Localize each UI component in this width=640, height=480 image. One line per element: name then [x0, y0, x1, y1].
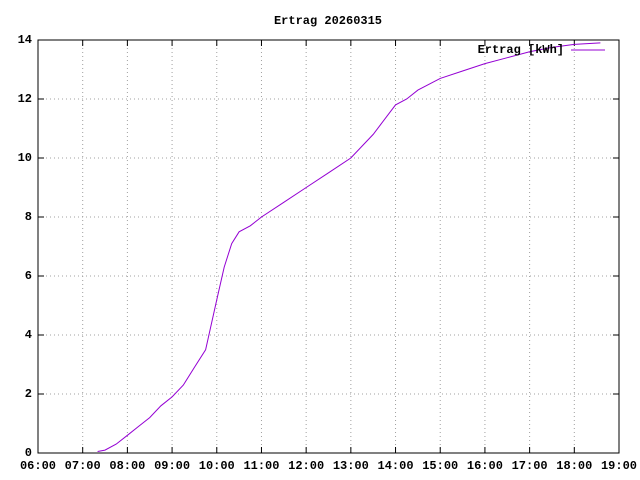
chart-title: Ertrag 20260315	[274, 14, 382, 28]
x-tick-label: 12:00	[288, 459, 324, 473]
y-tick-label: 2	[25, 387, 32, 401]
x-tick-label: 10:00	[199, 459, 235, 473]
y-tick-label: 4	[25, 328, 32, 342]
y-tick-label: 14	[18, 33, 32, 47]
x-tick-label: 11:00	[243, 459, 279, 473]
plot-frame	[37, 39, 620, 454]
x-tick-label: 15:00	[422, 459, 458, 473]
y-tick-label: 10	[18, 151, 32, 165]
y-tick-label: 12	[18, 92, 32, 106]
legend-label: Ertrag [kWh]	[478, 43, 564, 57]
x-tick-label: 06:00	[20, 459, 56, 473]
x-tick-label: 09:00	[154, 459, 190, 473]
y-tick-label: 8	[25, 210, 32, 224]
x-tick-label: 18:00	[556, 459, 592, 473]
series-line	[97, 42, 601, 452]
x-tick-label: 16:00	[467, 459, 503, 473]
y-tick-label: 0	[25, 446, 32, 460]
x-tick-label: 13:00	[333, 459, 369, 473]
x-tick-label: 07:00	[65, 459, 101, 473]
y-tick-label: 6	[25, 269, 32, 283]
x-tick-label: 17:00	[512, 459, 548, 473]
x-tick-label: 19:00	[601, 459, 637, 473]
x-tick-label: 14:00	[378, 459, 414, 473]
x-tick-label: 08:00	[109, 459, 145, 473]
